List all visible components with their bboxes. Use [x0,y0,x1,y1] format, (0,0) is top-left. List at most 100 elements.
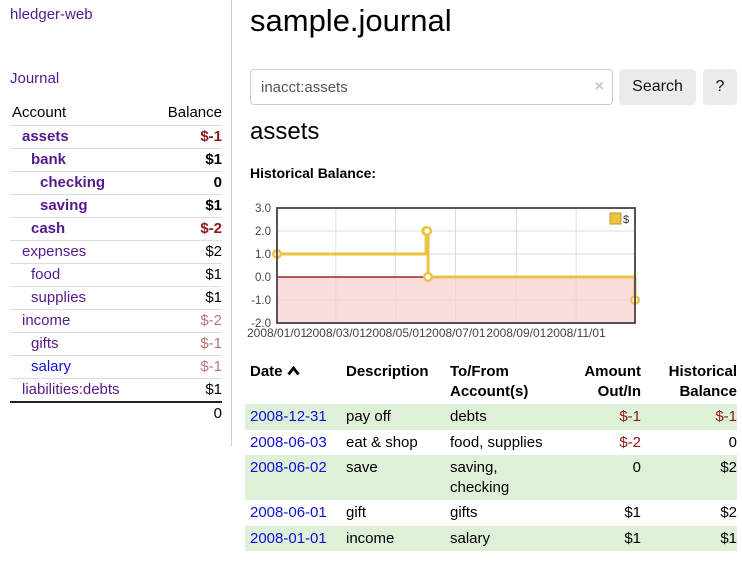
register-amount: $-1 [619,408,641,425]
register-balance: $2 [720,459,737,476]
search-input[interactable] [250,69,613,105]
account-balance: 0 [150,171,222,195]
register-description: eat & shop [346,433,418,451]
register-date-link[interactable]: 2008-06-03 [250,433,327,451]
account-balance: $-2 [150,309,222,333]
register-amount: $1 [624,504,641,521]
account-row: supplies $1 [10,286,222,310]
account-balance: $-2 [150,217,222,241]
account-row: income $-2 [10,309,222,333]
register-description: income [346,529,395,547]
account-link-gifts[interactable]: gifts [31,335,59,352]
col-amount: Amount Out/In [584,363,641,400]
register-balance: $1 [720,529,737,547]
account-link-salary[interactable]: salary [31,358,72,375]
col-description: Description [346,363,429,380]
help-button[interactable]: ? [703,69,737,105]
account-balance: $-1 [150,332,222,356]
account-row: bank $1 [10,148,222,172]
search-form: × [250,69,613,105]
account-row: gifts $-1 [10,332,222,356]
balance-chart[interactable]: 3.0 2.0 1.0 0.0 -1.0 -2.0 2008/01/01 2008/03/01… [240,200,642,345]
data-point[interactable] [422,226,433,237]
legend-swatch [609,212,622,225]
account-balance: $1 [150,263,222,287]
col-date-label: Date [250,363,283,380]
account-row: liabilities:debts $1 [10,378,222,403]
y-tick-label: 1.0 [255,249,271,261]
account-link-expenses[interactable]: expenses [22,243,87,260]
register-description: save [346,459,378,476]
register-row: 2008-06-03 eat & shop food, supplies $-2 0 [245,430,737,456]
account-row: expenses $2 [10,240,222,264]
account-row: salary $-1 [10,355,222,379]
account-link-supplies[interactable]: supplies [31,289,87,306]
register-accounts: salary [450,529,491,547]
register-date-cell: 2008-01-01 [245,526,346,552]
account-link-food[interactable]: food [31,266,61,283]
register-row: 2008-06-02 save saving, checking 0 $2 [245,455,737,500]
balance-chart-svg: 3.0 2.0 1.0 0.0 -1.0 -2.02008/01/012008/03/01… [247,203,641,340]
register-accounts: gifts [450,504,478,521]
account-link-income[interactable]: income [22,312,71,329]
register-row: 2008-01-01 income salary $1 $1 [245,525,737,552]
account-balance: $-1 [150,355,222,379]
x-tick-label: 2008/01/01 [247,326,307,340]
register-row: 2008-12-31 pay off debts $-1 $-1 [245,404,737,430]
account-heading: assets [250,118,320,145]
register-accounts: saving, checking [450,459,510,496]
x-tick-label: 2008/07/01 [425,326,485,340]
account-row: food $1 [10,263,222,287]
y-tick-label: 0.0 [255,272,271,284]
col-accounts: To/From Account(s) [450,363,529,400]
y-tick-label: -2.0 [251,318,271,330]
sidebar-accounts-table: Account Balance assets $-1 bank $1 checking 0… [10,101,222,425]
register-date-link[interactable]: 2008-12-31 [250,408,327,425]
register-amount: $-2 [619,433,641,451]
register-balance: 0 [728,433,737,451]
y-tick-label: 3.0 [255,203,271,215]
register-date-link[interactable]: 2008-01-01 [250,529,327,547]
register-balance: $-1 [715,408,737,425]
account-link-cash[interactable]: cash [31,220,66,237]
register-date-cell: 2008-06-01 [245,500,346,526]
sidebar-accounts-body: assets $-1 bank $1 checking 0 saving $1 cash $-2 e… [10,125,222,403]
data-point[interactable] [423,271,434,282]
clear-search-icon[interactable]: × [594,78,604,95]
x-tick-label: 2008/11/01 [547,326,606,340]
col-date-sort[interactable]: Date [245,360,346,404]
register-description: pay off [346,408,391,425]
nav-journal-link[interactable]: Journal [10,70,60,87]
register-balance: $2 [720,504,737,521]
account-link-assets[interactable]: assets [22,128,69,145]
register-date-link[interactable]: 2008-06-01 [250,504,327,521]
legend-label: $ [623,214,629,226]
x-tick-label: 2008/05/01 [366,326,426,340]
register-accounts: food, supplies [450,433,543,451]
sort-asc-icon [286,366,300,376]
col-balance: Historical Balance [668,363,737,400]
account-link-saving[interactable]: saving [40,197,88,214]
register-table: Date Description To/From Account(s) Amou… [245,360,737,551]
page-title: sample.journal [250,3,452,38]
historical-balance-label: Historical Balance: [250,165,377,181]
account-column-header: Account [10,101,151,126]
y-tick-label: -1.0 [251,295,271,307]
register-row: 2008-06-01 gift gifts $1 $2 [245,500,737,526]
x-tick-label: 2008/09/01 [486,326,546,340]
account-link-checking[interactable]: checking [40,174,106,191]
account-row: assets $-1 [10,125,222,149]
register-description: gift [346,504,367,521]
register-date-link[interactable]: 2008-06-02 [250,459,327,476]
sidebar-total-value: 0 [150,401,222,425]
account-balance: $1 [150,194,222,218]
register-date-cell: 2008-06-03 [245,430,346,456]
account-link-liabilities-debts[interactable]: liabilities:debts [22,381,120,398]
x-tick-label: 2008/03/01 [306,326,366,340]
brand-link[interactable]: hledger-web [10,6,93,23]
account-row: checking 0 [10,171,222,195]
account-link-bank[interactable]: bank [31,151,67,168]
register-date-cell: 2008-12-31 [245,404,346,430]
account-balance: $1 [150,148,222,172]
search-button[interactable]: Search [619,69,696,105]
